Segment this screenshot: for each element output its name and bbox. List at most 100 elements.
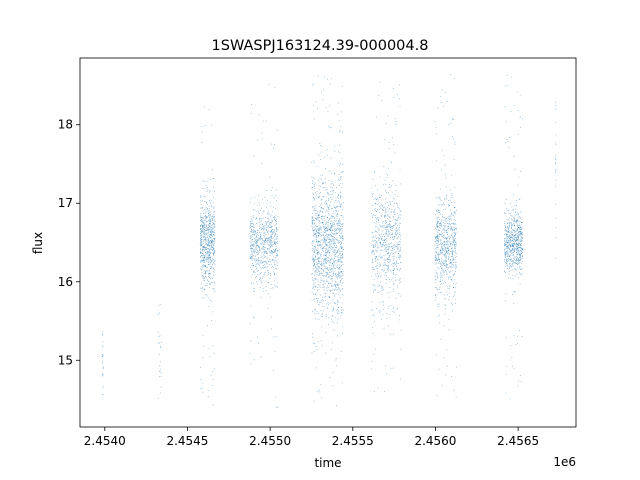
data-point	[507, 253, 509, 255]
data-point	[313, 342, 315, 344]
data-point	[332, 238, 334, 240]
data-point	[387, 235, 389, 237]
data-point	[445, 252, 447, 253]
data-point	[253, 233, 254, 235]
data-point	[517, 229, 519, 230]
data-point	[447, 237, 448, 239]
data-point	[205, 273, 207, 275]
data-point	[275, 285, 276, 287]
data-point	[444, 244, 445, 245]
data-point	[276, 273, 278, 275]
data-point	[450, 214, 452, 216]
data-point	[250, 236, 252, 238]
data-point	[395, 229, 397, 231]
data-point	[399, 270, 400, 272]
data-point	[212, 234, 214, 236]
data-point	[442, 214, 443, 216]
data-point	[334, 241, 335, 243]
data-point	[205, 232, 207, 234]
data-point	[454, 212, 456, 214]
data-point	[395, 185, 396, 187]
data-point	[335, 239, 337, 240]
data-point	[521, 253, 522, 254]
data-point	[341, 284, 342, 286]
data-point	[322, 287, 324, 288]
data-point	[513, 235, 515, 237]
data-point	[314, 212, 316, 214]
data-point	[374, 226, 376, 228]
data-point	[518, 243, 520, 245]
data-point	[375, 214, 377, 216]
data-point	[275, 224, 277, 226]
data-point	[213, 253, 214, 255]
data-point	[208, 257, 210, 259]
data-point	[516, 240, 517, 242]
data-point	[209, 219, 211, 221]
data-point	[399, 244, 401, 245]
data-point	[319, 271, 320, 273]
data-point	[276, 219, 277, 221]
data-point	[329, 237, 330, 239]
data-point	[511, 232, 513, 233]
data-point	[383, 308, 384, 310]
data-point	[271, 219, 273, 221]
data-point	[436, 227, 438, 229]
data-point	[379, 205, 380, 207]
data-point	[440, 246, 442, 248]
data-point	[257, 139, 259, 141]
data-point	[447, 204, 449, 205]
data-point	[399, 235, 401, 237]
data-point	[206, 226, 207, 228]
data-point	[102, 374, 104, 376]
data-point	[332, 207, 333, 209]
data-point	[452, 264, 454, 266]
data-point	[257, 273, 259, 275]
data-point	[385, 279, 387, 280]
data-point	[518, 231, 520, 233]
data-point	[508, 236, 509, 238]
data-point	[212, 288, 214, 290]
data-point	[451, 227, 452, 228]
data-point	[371, 252, 372, 254]
data-point	[398, 236, 399, 238]
data-point	[520, 233, 522, 235]
data-point	[313, 235, 315, 237]
data-point	[272, 211, 274, 212]
data-point	[445, 186, 447, 188]
data-point	[440, 253, 442, 255]
data-point	[342, 237, 344, 239]
data-point	[380, 243, 382, 245]
data-point	[389, 261, 391, 263]
data-point	[274, 244, 276, 246]
data-point	[257, 260, 259, 261]
data-point	[342, 283, 343, 284]
data-point	[209, 244, 210, 246]
data-point	[437, 196, 439, 198]
data-point	[443, 260, 445, 262]
data-point	[158, 398, 159, 400]
data-point	[509, 240, 511, 241]
data-point	[511, 232, 513, 234]
data-point	[510, 203, 511, 204]
data-point	[393, 283, 395, 285]
data-point	[259, 213, 260, 214]
data-point	[270, 214, 271, 216]
data-point	[255, 241, 257, 242]
data-point	[249, 232, 251, 234]
data-point	[261, 248, 263, 249]
data-point	[320, 204, 322, 205]
data-point	[260, 227, 262, 228]
data-point	[339, 235, 340, 237]
data-point	[260, 232, 262, 234]
data-point	[266, 263, 268, 265]
data-point	[450, 278, 452, 280]
data-point	[330, 223, 332, 225]
data-point	[442, 236, 443, 238]
data-point	[510, 239, 511, 241]
data-point	[340, 192, 342, 194]
data-point	[515, 213, 517, 215]
data-point	[512, 244, 513, 246]
data-point	[372, 237, 374, 238]
data-point	[444, 264, 445, 266]
data-point	[372, 231, 374, 233]
